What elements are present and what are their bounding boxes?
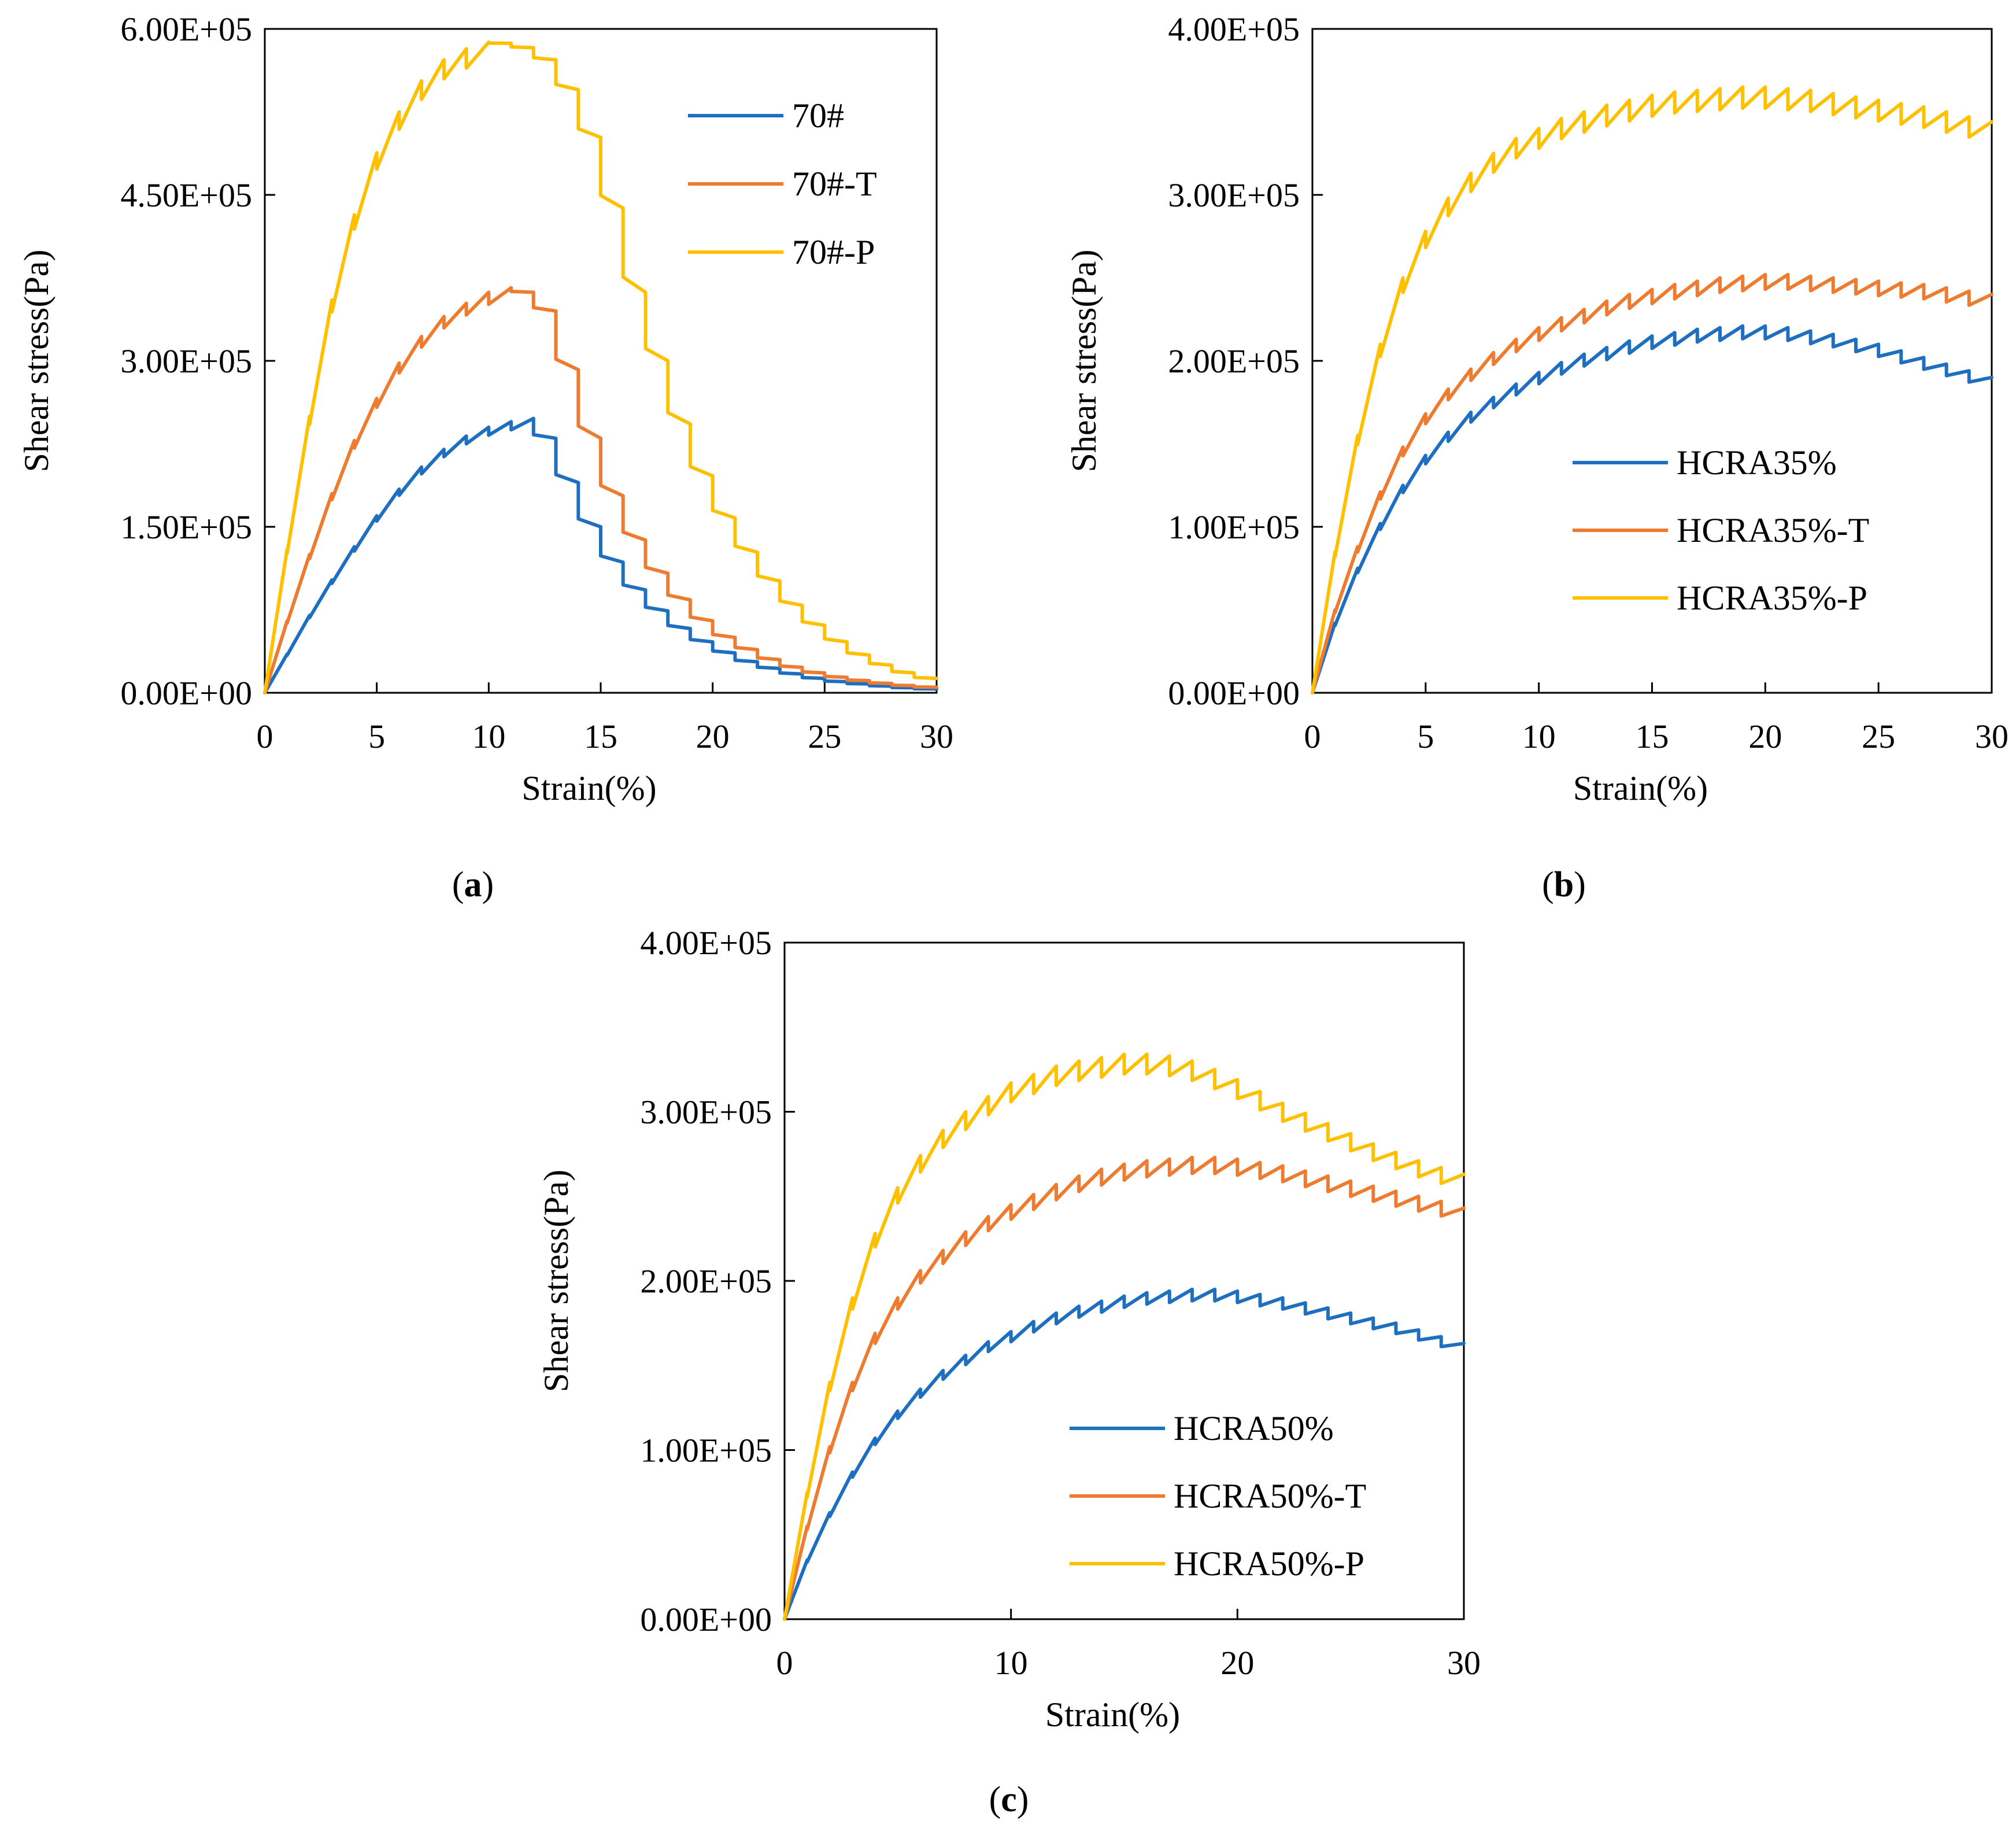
- legend-label: HCRA35%: [1677, 444, 1837, 482]
- y-tick-label: 4.00E+05: [640, 924, 772, 962]
- x-tick-label: 20: [1748, 718, 1782, 755]
- y-axis-title: Shear stress(Pa): [1065, 250, 1103, 472]
- legend-label: 70#: [792, 97, 844, 135]
- x-tick-label: 15: [1636, 718, 1669, 755]
- series-line-HCRA50%-T: [783, 1155, 1466, 1621]
- y-tick-label: 1.00E+05: [640, 1432, 772, 1469]
- x-tick-label: 0: [257, 718, 273, 755]
- legend-label: HCRA35%-P: [1677, 579, 1867, 617]
- legend-label: HCRA35%-T: [1677, 511, 1869, 549]
- x-axis-title: Strain(%): [1573, 769, 1708, 807]
- y-tick-label: 3.00E+05: [120, 342, 252, 380]
- chart-c: 0.00E+00 1.00E+05 2.00E+05 3.00E+05 4.00E+05…: [537, 924, 1481, 1819]
- y-tick-label: 4.50E+05: [120, 176, 252, 214]
- x-tick-label: 5: [1417, 718, 1434, 755]
- y-tick-label: 0.00E+00: [640, 1601, 772, 1638]
- x-tick-label: 25: [808, 718, 841, 755]
- x-tick-label: 0: [776, 1644, 793, 1682]
- chart-a: 0.00E+00 1.50E+05 3.00E+05 4.50E+05 6.00E+05…: [17, 10, 953, 904]
- x-tick-label: 30: [1447, 1644, 1481, 1682]
- x-tick-label: 20: [696, 718, 730, 755]
- y-tick-label: 0.00E+00: [120, 674, 252, 712]
- y-tick-label: 0.00E+00: [1168, 674, 1300, 712]
- series-line-HCRA35%-T: [1311, 272, 1993, 695]
- x-tick-label: 30: [920, 718, 953, 755]
- series-line-70#: [263, 416, 938, 695]
- x-tick-label: 15: [584, 718, 617, 755]
- plot-frame: [783, 941, 1465, 1620]
- y-tick-label: 4.00E+05: [1168, 10, 1300, 48]
- x-tick-label: 5: [368, 718, 385, 755]
- y-axis-title: Shear stress(Pa): [17, 250, 56, 472]
- y-tick-label: 3.00E+05: [640, 1094, 772, 1131]
- series-line-70#-P: [263, 40, 938, 695]
- y-tick-label: 2.00E+05: [640, 1262, 772, 1300]
- series-line-HCRA35%: [1311, 324, 1993, 695]
- x-tick-label: 10: [472, 718, 505, 755]
- chart-caption: (c): [989, 1780, 1029, 1819]
- chart-b: 0.00E+00 1.00E+05 2.00E+05 3.00E+05 4.00E+05…: [1065, 10, 2008, 904]
- legend-label: HCRA50%: [1174, 1409, 1334, 1447]
- x-axis-title: Strain(%): [1045, 1696, 1180, 1734]
- series-line-HCRA50%: [783, 1287, 1466, 1621]
- y-tick-label: 2.00E+05: [1168, 342, 1300, 380]
- y-tick-label: 3.00E+05: [1168, 176, 1300, 214]
- legend-label: 70#-P: [792, 233, 875, 271]
- legend-label: HCRA50%-P: [1174, 1545, 1364, 1583]
- y-axis-title: Shear stress(Pa): [537, 1170, 575, 1393]
- x-tick-label: 30: [1975, 718, 2008, 755]
- legend-label: 70#-T: [792, 165, 877, 203]
- chart-caption: (a): [452, 865, 494, 904]
- series-line-HCRA50%-P: [783, 1052, 1466, 1621]
- x-tick-label: 20: [1220, 1644, 1254, 1682]
- plot-frame: [1311, 28, 1993, 694]
- y-tick-label: 1.00E+05: [1168, 508, 1300, 546]
- x-tick-label: 10: [994, 1644, 1028, 1682]
- x-tick-label: 25: [1862, 718, 1895, 755]
- y-tick-label: 1.50E+05: [120, 508, 252, 546]
- y-tick-label: 6.00E+05: [120, 10, 252, 48]
- series-line-HCRA35%-P: [1311, 85, 1993, 695]
- x-axis-title: Strain(%): [521, 769, 656, 807]
- series-line-70#-T: [263, 286, 938, 695]
- x-tick-label: 0: [1304, 718, 1321, 755]
- legend-label: HCRA50%-T: [1174, 1477, 1366, 1515]
- x-tick-label: 10: [1522, 718, 1556, 755]
- chart-caption: (b): [1542, 865, 1586, 904]
